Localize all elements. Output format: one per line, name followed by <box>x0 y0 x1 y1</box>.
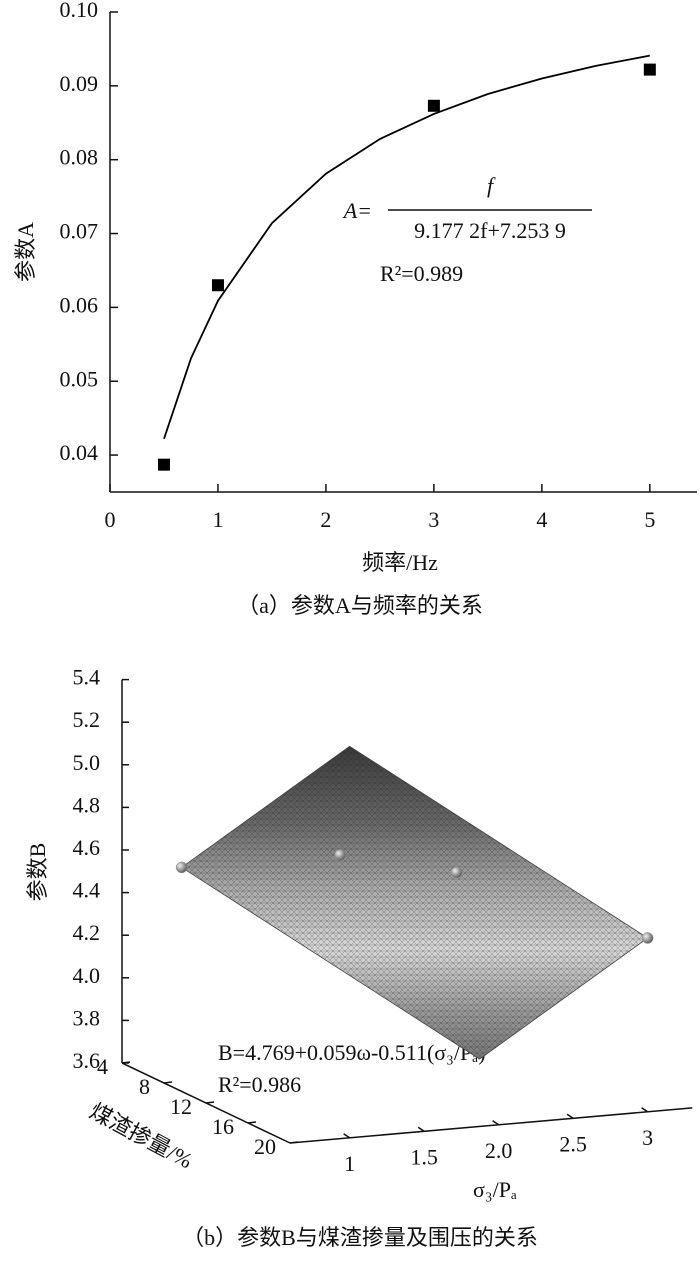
z-tick-label: 3.8 <box>73 1005 101 1030</box>
z-tick-label: 4.2 <box>73 920 101 945</box>
y-axis <box>289 1107 693 1144</box>
z-tick-label: 4.4 <box>73 878 101 903</box>
x-axis-label: 频率/Hz <box>362 550 438 575</box>
y-tick-label: 1.5 <box>410 1144 438 1169</box>
equation-lhs: A= <box>342 198 372 223</box>
y-tick <box>566 1113 574 1119</box>
point <box>211 279 224 292</box>
y-tick-label: 0.06 <box>60 292 99 317</box>
y-tick <box>417 1126 425 1132</box>
z-tick-label: 4.0 <box>73 963 101 988</box>
y-axis-label: σ₃/Pₐ <box>473 1177 517 1202</box>
fit-curve <box>163 54 650 440</box>
z-tick-label: 5.0 <box>73 750 101 775</box>
z-tick-label: 4.8 <box>73 792 101 817</box>
y-tick <box>492 1120 500 1126</box>
x-tick <box>289 1141 299 1144</box>
y-axis-label: 参数A <box>13 222 38 282</box>
equation-numerator: f <box>487 173 496 198</box>
x-tick-label: 0 <box>105 507 116 532</box>
x-tick-label: 4 <box>97 1054 108 1079</box>
z-tick-label: 4.6 <box>73 835 101 860</box>
y-tick-label: 0.08 <box>60 145 99 170</box>
x-tick-label: 5 <box>644 507 655 532</box>
y-tick-label: 0.04 <box>60 440 99 465</box>
r-squared: R²=0.989 <box>380 261 463 286</box>
x-tick <box>247 1121 257 1124</box>
point <box>157 458 170 471</box>
x-tick-label: 20 <box>254 1134 276 1159</box>
caption: （a）参数A与频率的关系 <box>237 593 483 618</box>
x-tick-label: 12 <box>170 1094 192 1119</box>
x-tick-label: 1 <box>212 507 223 532</box>
point <box>334 849 346 861</box>
y-tick <box>641 1107 649 1113</box>
x-tick <box>121 1061 131 1064</box>
y-tick-label: 2.5 <box>559 1131 587 1156</box>
caption: （b）参数B与煤渣掺量及围压的关系 <box>182 1225 538 1250</box>
z-tick-label: 3.6 <box>73 1048 101 1073</box>
z-tick-label: 5.2 <box>73 707 101 732</box>
y-tick-label: 0.09 <box>60 71 99 96</box>
x-tick-label: 4 <box>536 507 547 532</box>
x-tick-label: 2 <box>320 507 331 532</box>
y-tick-label: 0.05 <box>60 366 99 391</box>
y-tick-label: 3 <box>642 1125 653 1150</box>
point <box>450 866 463 879</box>
y-tick-label: 1 <box>344 1151 355 1176</box>
point <box>175 861 188 874</box>
equation-denominator: 9.177 2f+7.253 9 <box>414 218 566 243</box>
r-squared: R²=0.986 <box>218 1072 301 1097</box>
x-tick-label: 8 <box>139 1074 150 1099</box>
y-tick-label: 0.10 <box>60 0 99 22</box>
y-tick-label: 2.0 <box>485 1138 513 1163</box>
point <box>643 63 656 76</box>
x-tick <box>163 1081 173 1084</box>
x-tick-label: 16 <box>212 1114 234 1139</box>
y-tick-label: 0.07 <box>60 219 99 244</box>
surface-mesh <box>181 746 648 1060</box>
z-axis-label: 参数B <box>25 843 50 902</box>
x-tick <box>205 1101 215 1104</box>
z-tick-label: 5.4 <box>73 665 101 690</box>
point <box>641 932 654 944</box>
x-tick-label: 3 <box>428 507 439 532</box>
point <box>427 99 440 112</box>
equation: B=4.769+0.059ω-0.511(σ₃/Pₐ) <box>218 1040 486 1065</box>
y-tick <box>343 1133 351 1139</box>
